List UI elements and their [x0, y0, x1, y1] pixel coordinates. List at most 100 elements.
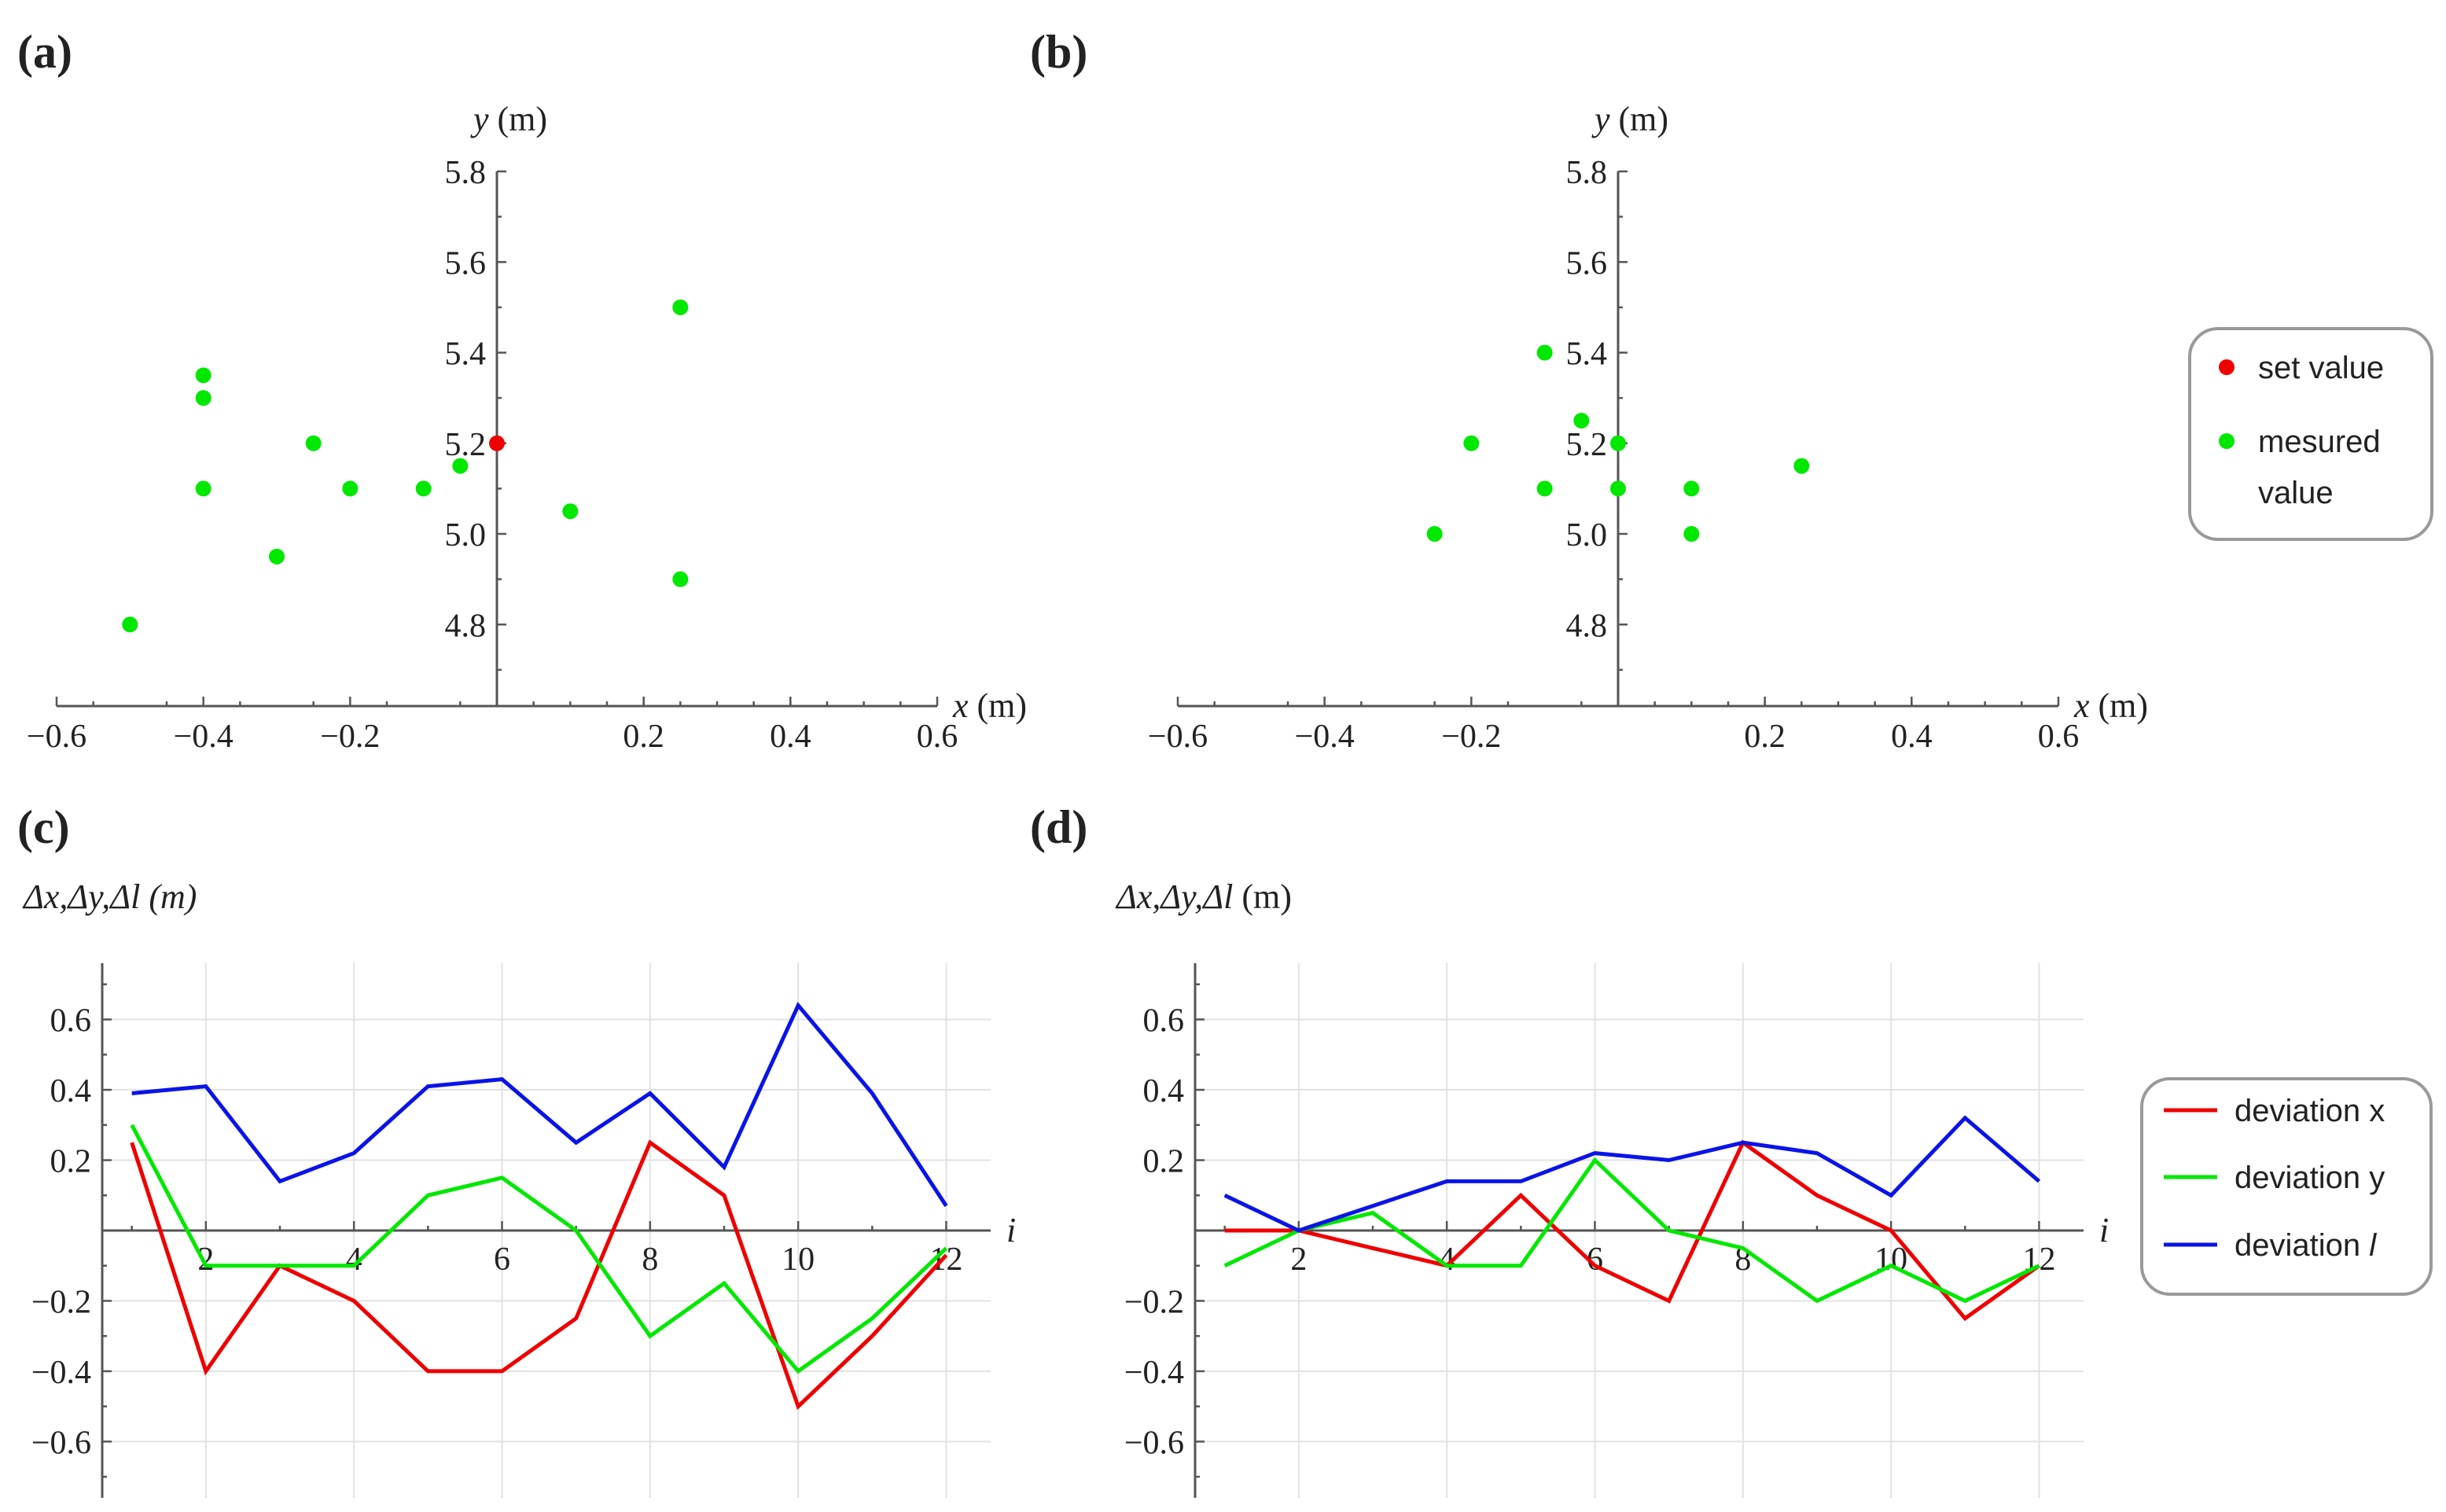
panel-d-x-tick-label: 4 [1439, 1242, 1455, 1278]
panel-a-y-tick-label: 5.8 [445, 155, 487, 191]
legend-scatter: set value mesured value [2188, 327, 2433, 541]
legend-deviation-frame [2140, 1077, 2433, 1296]
legend-set-value-marker [2219, 359, 2235, 375]
panel-c-x-tick-label: 10 [782, 1242, 815, 1278]
panel-b-y-tick-label: 4.8 [1566, 608, 1608, 644]
panel-b-point-mesured-value [1573, 412, 1590, 429]
panel-d-series-deviation-l [1223, 1115, 2041, 1233]
panel-a-x-tick-label: 0.4 [770, 719, 811, 755]
legend-set-value-label: set value [2258, 351, 2384, 385]
panel-b-x-axis-label: x (m) [2073, 686, 2148, 725]
panel-a-point-mesured-value [672, 299, 689, 315]
panel-d-y-tick-label: 0.6 [1143, 1003, 1185, 1039]
panel-a-x-tick-label: −0.6 [27, 719, 86, 755]
panel-b-x-tick-label: −0.6 [1148, 719, 1208, 755]
panel-a-y-tick-label: 5.2 [445, 427, 487, 463]
panel-d-y-tick-label: 0.2 [1143, 1144, 1185, 1180]
panel-a-x-tick-label: 0.6 [917, 719, 958, 755]
panel-b-y-tick-label: 5.4 [1566, 337, 1608, 373]
panel-c-x-tick-label: 8 [642, 1242, 658, 1278]
panel-c-series-deviation-y [130, 1124, 948, 1374]
panel-b-x-tick-label: −0.4 [1295, 719, 1355, 755]
panel-b: (b) −0.6 −0.4 −0.2 0.2 0.4 0.6 4.8 5.0 5.2 5.4 5.6 5… [1030, 26, 2148, 755]
panel-a-point-mesured-value [195, 480, 211, 497]
panel-c-label: (c) [17, 801, 70, 853]
panel-a-point-mesured-value [672, 571, 689, 587]
panel-b-point-mesured-value [1536, 480, 1553, 497]
panel-b-x-tick-label: 0.2 [1744, 719, 1786, 755]
legend-measured-value-label-line1: mesured [2258, 425, 2381, 459]
panel-a-x-tick-label: −0.2 [320, 719, 380, 755]
panel-a-x-axis-label: x (m) [952, 686, 1027, 725]
legend-deviation-l-label: deviation l [2235, 1228, 2377, 1263]
legend-deviation-x-label: deviation x [2235, 1094, 2385, 1128]
panel-d-series-deviation-y [1223, 1157, 2040, 1304]
panel-c-y-tick-label: 0.6 [50, 1003, 92, 1039]
panel-c-y-tick-label: −0.6 [31, 1425, 91, 1461]
panel-b-y-tick-label: 5.2 [1566, 427, 1608, 463]
panel-a-y-axis-label: y (m) [470, 100, 547, 138]
panel-b-x-tick-label: 0.4 [1891, 719, 1933, 755]
panel-b-y-tick-label: 5.6 [1566, 245, 1608, 281]
panel-d-y-axis-label: Δx,Δy,Δl (m) [1115, 877, 1292, 916]
panel-c-y-tick-label: −0.2 [31, 1284, 91, 1320]
panel-b-point-mesured-value [1463, 435, 1480, 451]
panel-a-point-mesured-value [195, 367, 211, 384]
panel-b-point-mesured-value [1536, 344, 1553, 361]
panel-c-series-deviation-x [130, 1139, 948, 1411]
panel-d-x-axis-label: i [2099, 1211, 2109, 1249]
legend-scatter-frame [2188, 327, 2433, 541]
panel-a-point-mesured-value [415, 480, 432, 497]
legend-deviation-y-label: deviation y [2235, 1161, 2385, 1195]
panel-d-x-tick-label: 2 [1290, 1242, 1307, 1278]
panel-b-point-mesured-value [1610, 480, 1626, 497]
panel-a-point-mesured-value [195, 390, 211, 407]
panel-d-y-tick-label: −0.2 [1124, 1284, 1184, 1320]
panel-a-y-tick-label: 4.8 [445, 608, 487, 644]
panel-a-y-tick-label: 5.6 [445, 245, 487, 281]
panel-b-point-mesured-value [1683, 526, 1700, 543]
panel-b-point-mesured-value [1426, 526, 1443, 543]
panel-c-x-tick-label: 4 [346, 1242, 362, 1278]
panel-b-point-mesured-value [1793, 458, 1810, 474]
panel-d-y-tick-label: 0.4 [1143, 1073, 1185, 1109]
panel-c-y-tick-label: −0.4 [31, 1355, 91, 1391]
panel-c-y-axis-label: Δx,Δy,Δl (m) [22, 877, 197, 916]
panel-a-point-mesured-value [342, 480, 359, 497]
panel-d-y-tick-label: −0.4 [1124, 1355, 1184, 1391]
panel-b-point-mesured-value [1683, 480, 1700, 497]
panel-a-x-tick-label: −0.4 [174, 719, 234, 755]
panel-d-label: (d) [1030, 801, 1087, 853]
panel-a-point-mesured-value [269, 548, 285, 565]
panel-a-point-mesured-value [122, 616, 138, 633]
panel-c-x-tick-label: 2 [197, 1242, 214, 1278]
panel-d-y-tick-label: −0.6 [1124, 1425, 1184, 1461]
panel-d-series-deviation-x [1224, 1139, 2040, 1322]
panel-b-point-mesured-value [1610, 435, 1626, 451]
legend-deviation: deviation x deviation y deviation l [2140, 1077, 2433, 1296]
panel-b-y-tick-label: 5.0 [1566, 517, 1608, 554]
panel-b-x-tick-label: −0.2 [1441, 719, 1501, 755]
panel-b-y-tick-label: 5.8 [1566, 155, 1608, 191]
panel-a-point-set-value [489, 435, 505, 451]
panel-a-point-mesured-value [305, 435, 322, 451]
panel-c-x-axis-label: i [1006, 1211, 1016, 1249]
panel-c-series-deviation-l [131, 1002, 948, 1208]
panel-c-x-tick-label: 6 [494, 1242, 510, 1278]
panel-c: (c)2 4 6 8 10 12−0.6−0.4−0.20.20.40.6Δx,Δy,Δl… [17, 801, 1016, 1498]
legend-measured-value-label-line2: value [2258, 476, 2334, 510]
panel-c-y-tick-label: 0.4 [50, 1073, 92, 1109]
panel-b-label: (b) [1030, 26, 1087, 78]
panel-c-y-tick-label: 0.2 [50, 1144, 92, 1180]
panel-b-x-tick-label: 0.6 [2038, 719, 2080, 755]
panel-a-x-tick-label: 0.2 [623, 719, 664, 755]
panel-a: (a) −0.6 −0.4 −0.2 0.2 0.4 0.6 4.8 5.0 5.2 5.4 5.6 5… [17, 26, 1027, 755]
legend-measured-value-marker [2219, 433, 2235, 449]
panel-d: (d)2 4 6 8 10 12−0.6−0.4−0.20.20.40.6Δx,Δy,Δl… [1030, 801, 2109, 1498]
panel-a-y-tick-label: 5.4 [445, 337, 487, 373]
panel-a-point-mesured-value [452, 458, 469, 474]
panel-b-y-axis-label: y (m) [1591, 100, 1668, 138]
panel-a-y-tick-label: 5.0 [445, 517, 487, 554]
panel-a-label: (a) [17, 26, 72, 78]
